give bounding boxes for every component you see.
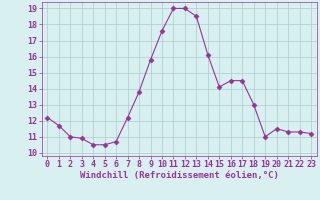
X-axis label: Windchill (Refroidissement éolien,°C): Windchill (Refroidissement éolien,°C) <box>80 171 279 180</box>
